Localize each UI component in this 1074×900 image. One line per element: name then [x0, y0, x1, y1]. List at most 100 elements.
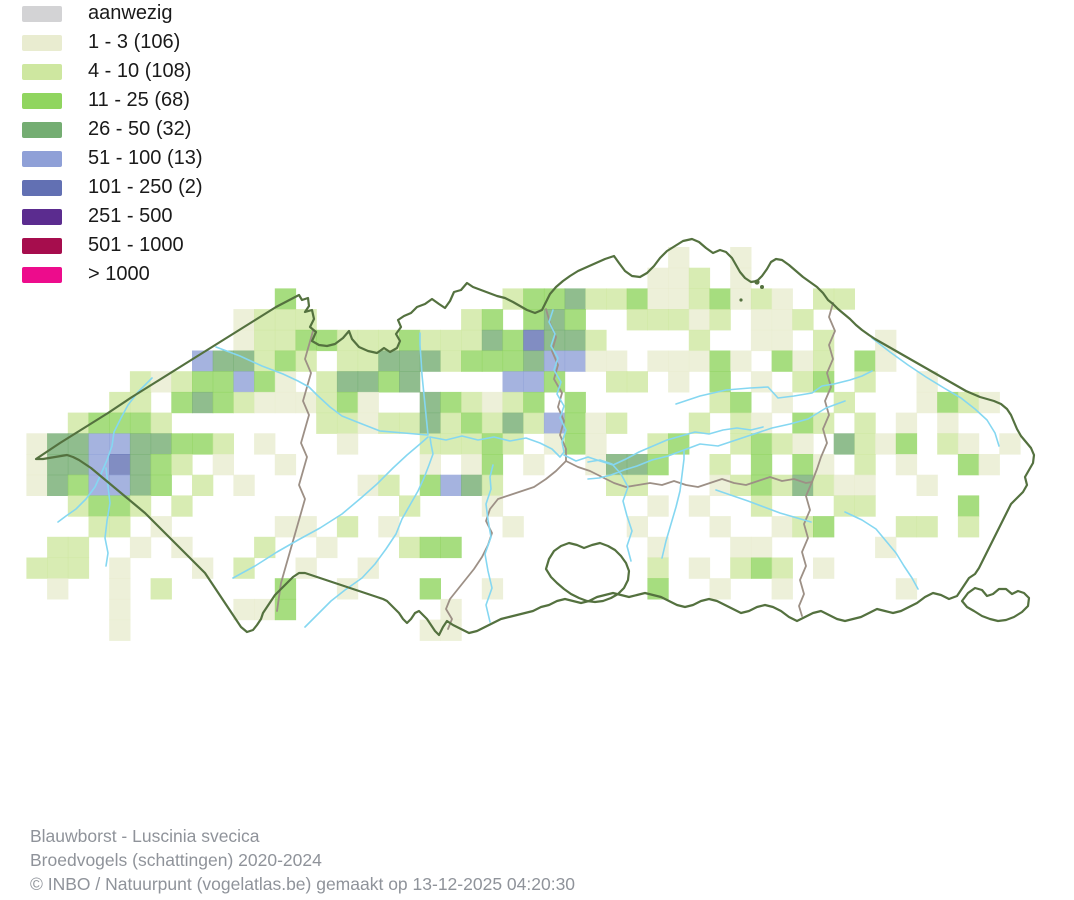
grid-cell	[212, 350, 234, 372]
grid-cell	[730, 474, 752, 496]
grid-cell	[47, 454, 69, 476]
grid-cell	[440, 619, 462, 641]
legend-item: 26 - 50 (32)	[22, 118, 203, 140]
grid-cell	[585, 433, 607, 455]
province-border-brabant-north	[565, 460, 813, 488]
grid-cell	[688, 350, 711, 372]
grid-cell	[419, 536, 441, 559]
grid-cell	[647, 557, 669, 579]
grid-cell	[129, 536, 152, 559]
grid-cell	[875, 350, 897, 372]
grid-cell	[440, 433, 462, 455]
grid-cell	[336, 412, 359, 434]
grid-cell	[67, 454, 90, 476]
grid-cell	[150, 474, 172, 496]
grid-cell	[771, 309, 793, 331]
grid-cell	[274, 391, 297, 414]
grid-cell	[564, 288, 586, 310]
grid-cell	[895, 516, 918, 538]
grid-cell	[875, 536, 897, 559]
grid-cell	[171, 371, 193, 393]
grid-cell	[792, 309, 814, 331]
grid-cell	[709, 309, 731, 331]
grid-cell	[606, 288, 628, 310]
grid-cell	[523, 391, 545, 414]
grid-cell	[233, 371, 255, 393]
grid-cell	[688, 557, 711, 579]
legend-item: 1 - 3 (106)	[22, 31, 203, 53]
grid-cell	[916, 474, 938, 496]
grid-cell	[212, 371, 234, 393]
grid-cell	[792, 350, 814, 372]
grid-cell	[67, 557, 90, 579]
grid-cell	[461, 412, 483, 434]
grid-cell	[730, 536, 752, 559]
grid-cell	[150, 454, 172, 476]
grid-cell	[461, 454, 483, 476]
baarle-hertog-dots	[739, 279, 764, 302]
grid-cell	[937, 433, 959, 455]
grid-cell	[502, 391, 524, 414]
grid-cell	[668, 247, 690, 269]
grid-cell	[502, 433, 524, 455]
grid-cell	[750, 371, 773, 393]
grid-cell	[67, 536, 90, 559]
grid-cell	[129, 495, 152, 517]
grid-cell	[336, 391, 359, 414]
grid-cell	[709, 288, 731, 310]
grid-cell	[792, 433, 814, 455]
grid-cell	[709, 371, 731, 393]
legend-swatch	[22, 179, 62, 196]
grid-cell	[688, 288, 711, 310]
grid-cell	[47, 557, 69, 579]
province-border-antwerp-limburg	[811, 302, 836, 483]
grid-cell	[67, 433, 90, 455]
grid-cell	[543, 350, 566, 372]
grid-cell	[895, 433, 918, 455]
legend-item: > 1000	[22, 263, 203, 285]
grid-cell	[916, 516, 938, 538]
grid-cell	[523, 329, 545, 352]
grid-cell	[399, 350, 421, 372]
grid-cell	[357, 329, 379, 352]
grid-cell	[67, 474, 90, 496]
grid-cell	[419, 329, 441, 352]
grid-cell	[502, 329, 524, 352]
grid-cell	[192, 474, 214, 496]
grid-cell	[730, 247, 752, 269]
grid-cell	[895, 578, 918, 600]
caption-period: Broedvogels (schattingen) 2020-2024	[30, 850, 322, 870]
legend-item: 251 - 500	[22, 205, 203, 227]
grid-cell	[750, 433, 773, 455]
grid-cell	[957, 454, 980, 476]
grid-cell	[399, 371, 421, 393]
grid-cell	[88, 495, 110, 517]
grid-cell	[233, 309, 255, 331]
grid-cell	[399, 329, 421, 352]
grid-cell	[668, 371, 690, 393]
grid-cell	[523, 412, 545, 434]
legend-item: aanwezig	[22, 2, 203, 24]
grid-cell	[585, 288, 607, 310]
legend-label: 251 - 500	[88, 205, 173, 227]
grid-cell	[709, 350, 731, 372]
province-border-brabant-limburg	[798, 481, 813, 617]
grid-cell	[709, 454, 731, 476]
grid-cell	[419, 454, 441, 476]
grid-cell	[274, 454, 297, 476]
grid-cell	[730, 267, 752, 289]
grid-cell	[771, 578, 793, 600]
grid-cell	[274, 598, 297, 621]
grid-cell	[47, 474, 69, 496]
grid-cell	[813, 454, 835, 476]
grid-cell	[378, 474, 400, 496]
grid-cell	[295, 329, 317, 352]
grid-cell	[109, 433, 131, 455]
grid-cell	[564, 391, 586, 414]
grid-cell	[419, 578, 441, 600]
grid-cell	[688, 309, 711, 331]
grid-cell	[440, 350, 462, 372]
grid-cell	[854, 474, 876, 496]
grid-cell	[730, 350, 752, 372]
